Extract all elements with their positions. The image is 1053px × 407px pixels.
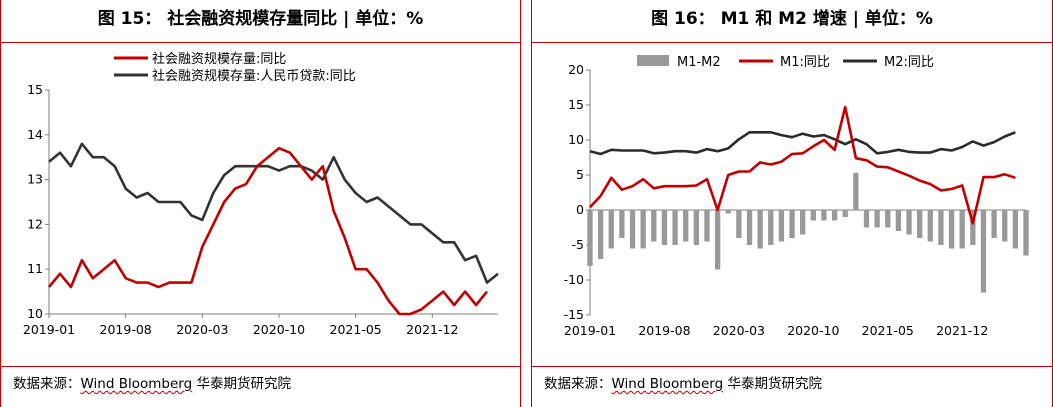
right-title-rule xyxy=(532,42,1052,43)
left-chart-y-tick-label: 14 xyxy=(27,127,43,142)
right-chart-legend-swatch xyxy=(637,55,669,66)
right-chart-bar-m1-m2 xyxy=(874,210,880,228)
right-source-note: 数据来源：Wind Bloomberg 华泰期货研究院 xyxy=(544,372,822,392)
left-chart-x-tick-label: 2021-05 xyxy=(330,322,382,337)
left-chart-y-tick-label: 13 xyxy=(27,172,43,187)
right-chart-legend-label: M1:同比 xyxy=(780,55,830,70)
right-chart-bar-m1-m2 xyxy=(629,210,636,249)
right-chart-x-tick-label: 2020-03 xyxy=(713,323,765,338)
left-title-rule xyxy=(1,42,520,43)
right-chart-y-tick-label: -5 xyxy=(572,237,584,252)
right-chart-bar-m1-m2 xyxy=(906,210,912,235)
right-chart-bar-m1-m2 xyxy=(1023,210,1029,256)
left-chart-legend-label: 社会融资规模存量:同比 xyxy=(152,51,286,67)
right-chart-bar-m1-m2 xyxy=(725,210,731,214)
left-chart-y-tick-label: 11 xyxy=(27,261,43,276)
right-chart-bar-m1-m2 xyxy=(608,210,614,249)
right-chart-y-tick-label: 20 xyxy=(568,62,584,77)
right-chart-bar-m1-m2 xyxy=(821,210,827,221)
right-chart-bar-m1-m2 xyxy=(831,210,838,221)
right-chart-bar-m1-m2 xyxy=(1002,210,1008,242)
right-chart-bar-m1-m2 xyxy=(895,210,902,231)
right-chart-y-tick-label: 5 xyxy=(576,167,584,182)
right-chart-bar-m1-m2 xyxy=(789,210,795,238)
right-source-suffix: 华泰期货研究院 xyxy=(723,376,822,392)
right-chart-bar-m1-m2 xyxy=(959,210,965,249)
right-chart-bar-m1-m2 xyxy=(693,210,699,245)
right-chart-x-tick-label: 2020-10 xyxy=(787,323,839,338)
right-chart-x-tick-label: 2021-05 xyxy=(862,323,914,338)
right-chart-bar-m1-m2 xyxy=(991,210,997,238)
right-chart-svg: -15 -10 -5 0 5 10 15 20 2019-01 2019-08 2020-03 202… xyxy=(564,55,1029,338)
right-chart-y-tick-label: -15 xyxy=(564,307,584,322)
left-source-rule xyxy=(1,366,520,367)
right-chart-bar-m1-m2 xyxy=(651,210,657,242)
right-chart-bar-m1-m2 xyxy=(757,210,763,249)
left-source-prefix: 数据来源： xyxy=(13,376,81,392)
right-chart-bar-m1-m2 xyxy=(927,210,933,242)
left-source-suffix: 华泰期货研究院 xyxy=(192,376,291,392)
right-chart-y-tick-label: -10 xyxy=(564,272,584,287)
right-chart-x-tick-label: 2021-12 xyxy=(936,323,988,338)
right-chart-bar-m1-m2 xyxy=(768,210,774,245)
right-chart-bar-m1-m2 xyxy=(853,172,859,210)
right-chart-bar-m1-m2 xyxy=(714,210,721,270)
right-chart-bar-m1-m2 xyxy=(778,210,785,242)
left-chart-x-tick-label: 2020-10 xyxy=(253,322,305,337)
left-chart-series-line-dark xyxy=(48,142,499,284)
right-chart-bar-m1-m2 xyxy=(800,210,806,235)
right-chart-bar-m1-m2 xyxy=(683,210,689,242)
right-chart-bar-m1-m2 xyxy=(980,210,987,293)
right-chart-series-line-dark xyxy=(589,131,1016,156)
right-chart-bar-m1-m2 xyxy=(917,210,923,238)
right-chart-bar-m1-m2 xyxy=(842,210,848,217)
right-chart-bar-m1-m2 xyxy=(863,210,870,228)
left-chart-x-tick-label: 2020-03 xyxy=(176,322,228,337)
right-chart-bar-m1-m2 xyxy=(597,210,604,259)
right-chart-bar-m1-m2 xyxy=(948,210,955,249)
left-chart-legend-label: 社会融资规模存量:人民币贷款:同比 xyxy=(152,68,356,84)
right-chart-bar-m1-m2 xyxy=(640,210,646,249)
right-chart-bar-m1-m2 xyxy=(736,210,742,238)
left-chart-y-tick-label: 10 xyxy=(27,306,43,321)
right-chart-x-tick-label: 2019-01 xyxy=(564,323,616,338)
right-chart-y-tick-label: 0 xyxy=(576,202,584,217)
right-chart-bar-m1-m2 xyxy=(1012,210,1019,249)
left-chart-x-tick-label: 2019-01 xyxy=(23,322,75,337)
right-chart-bar-m1-m2 xyxy=(746,210,753,245)
right-chart-bar-m1-m2 xyxy=(619,210,625,238)
right-chart-title: 图 16： M1 和 M2 增速 | 单位：% xyxy=(651,9,933,29)
right-chart-y-tick-label: 15 xyxy=(568,97,584,112)
right-chart-bar-m1-m2 xyxy=(938,210,944,245)
left-chart-x-tick-label: 2019-08 xyxy=(100,322,152,337)
right-chart-bar-m1-m2 xyxy=(970,210,976,245)
right-chart-bar-m1-m2 xyxy=(672,210,678,245)
left-source-note: 数据来源：Wind Bloomberg 华泰期货研究院 xyxy=(13,372,291,392)
right-chart-bar-m1-m2 xyxy=(587,210,593,266)
right-source-brands: Wind Bloomberg xyxy=(611,376,724,392)
right-chart-legend-label: M1-M2 xyxy=(677,55,721,70)
right-chart-bar-m1-m2 xyxy=(661,210,668,245)
right-chart-series-line-red xyxy=(589,105,1016,225)
left-chart-svg: 10 11 12 13 14 15 2019-01 2019-08 2020-03 2020-10… xyxy=(23,51,499,337)
right-source-rule xyxy=(532,366,1052,367)
right-chart-legend-label: M2:同比 xyxy=(884,55,934,70)
left-chart-y-tick-label: 12 xyxy=(27,216,43,231)
left-chart-x-tick-label: 2021-12 xyxy=(406,322,458,337)
right-chart-y-tick-label: 10 xyxy=(568,132,584,147)
right-chart-panel: 图 16： M1 和 M2 增速 | 单位：% -15 -10 -5 0 5 10 15 20… xyxy=(531,0,1053,407)
right-chart-bar-m1-m2 xyxy=(704,210,710,242)
right-chart-x-tick-label: 2019-08 xyxy=(638,323,690,338)
right-source-prefix: 数据来源： xyxy=(544,376,612,392)
right-chart-bar-m1-m2 xyxy=(810,210,816,221)
left-chart-panel: 图 15： 社会融资规模存量同比 | 单位：% 10 11 12 13 14 15 2019… xyxy=(0,0,521,407)
left-chart-series-line-red xyxy=(47,146,489,316)
left-source-brands: Wind Bloomberg xyxy=(80,376,193,392)
right-chart-bar-m1-m2 xyxy=(885,210,891,228)
left-chart-y-tick-label: 15 xyxy=(27,82,43,97)
left-chart-title: 图 15： 社会融资规模存量同比 | 单位：% xyxy=(97,9,424,29)
